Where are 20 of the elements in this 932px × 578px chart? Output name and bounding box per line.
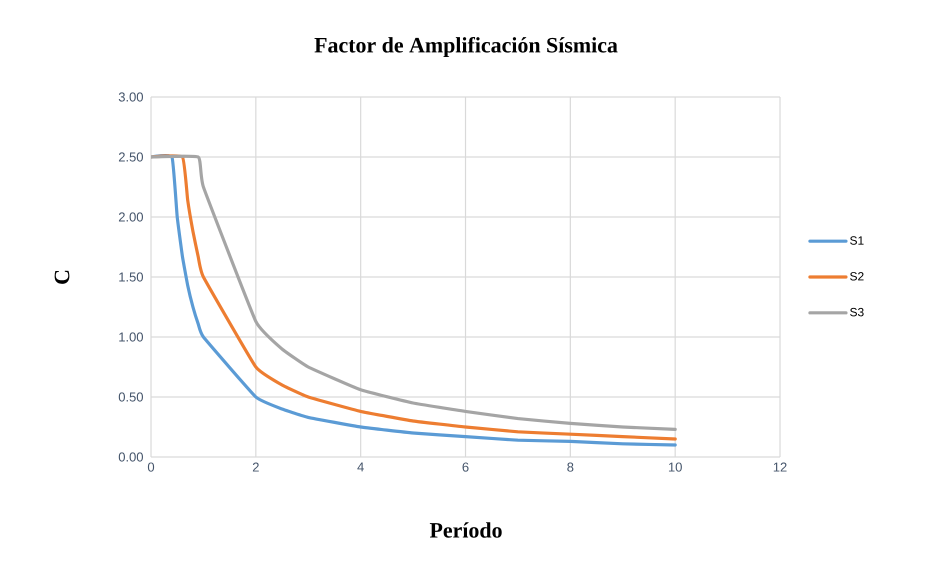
y-tick-label: 2.50: [118, 152, 143, 162]
x-tick-label: 0: [148, 462, 154, 472]
y-tick-label: 1.50: [119, 272, 143, 282]
x-tick-label: 6: [462, 462, 469, 472]
x-tick-label: 4: [357, 462, 364, 472]
y-axis-title: C: [54, 270, 70, 284]
legend-label: S3: [850, 308, 864, 316]
y-tick-label: 2.00: [118, 212, 143, 222]
chart-title: Factor de Amplificación Sísmica: [314, 36, 618, 58]
y-tick-label: 0.50: [118, 392, 143, 402]
x-tick-label: 12: [774, 462, 787, 472]
y-tick-label: 0.00: [118, 452, 143, 462]
x-tick-label: 2: [252, 462, 259, 472]
y-tick-label: 1.00: [119, 332, 143, 342]
legend-label: S2: [850, 272, 864, 281]
x-tick-label: 8: [567, 462, 574, 472]
x-axis-title: Período: [430, 522, 502, 538]
legend-label: S1: [850, 236, 864, 245]
y-tick-label: 3.00: [118, 92, 143, 102]
x-tick-label: 10: [668, 462, 682, 472]
